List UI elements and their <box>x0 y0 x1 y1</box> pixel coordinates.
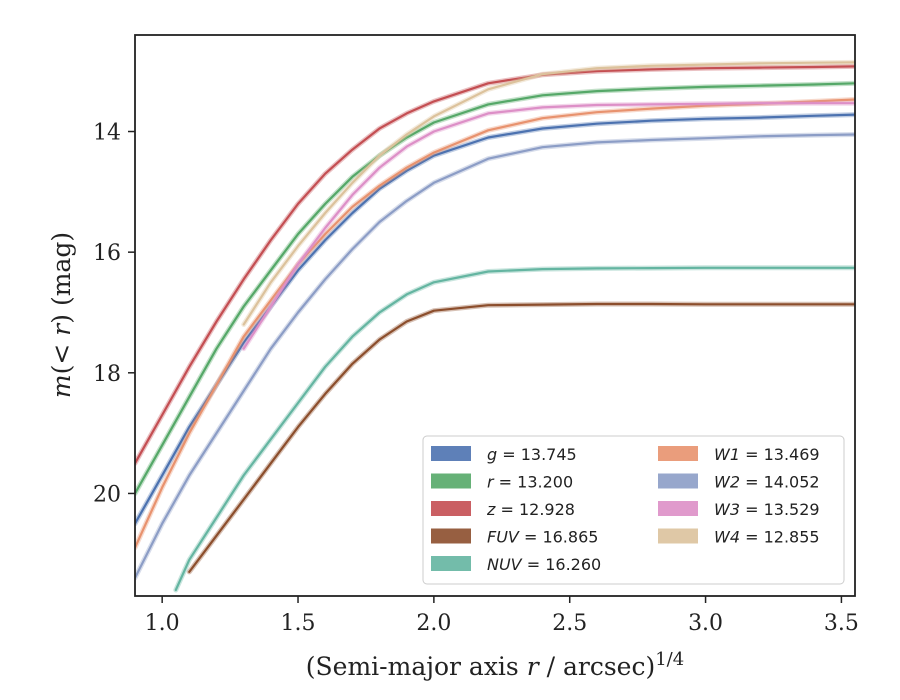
x-tick-label: 2.5 <box>552 611 587 636</box>
legend-swatch-g <box>431 446 471 461</box>
legend: g = 13.745 r = 13.200 z = 12.928 FUV = 16.8… <box>422 435 845 585</box>
y-tick-label: 18 <box>93 362 121 387</box>
legend-swatch-fuv <box>431 528 471 544</box>
x-tick-label: 1.5 <box>281 611 316 636</box>
series-line-nuv <box>174 266 855 592</box>
series-line-w2 <box>135 133 855 580</box>
legend-swatch-r <box>431 473 471 489</box>
series-line-r <box>135 82 855 495</box>
x-tick-label: 1.0 <box>145 611 180 636</box>
x-tick-label: 3.5 <box>824 611 859 636</box>
series-line-fuv <box>188 302 855 574</box>
series-line-z <box>135 65 855 465</box>
curves-layer <box>135 59 855 593</box>
x-tick-label: 3.0 <box>688 611 723 636</box>
legend-label-w4: W4 = 12.855 <box>714 528 820 547</box>
series-band-z <box>135 63 855 466</box>
legend-label-w3: W3 = 13.529 <box>714 500 820 519</box>
y-tick-label: 16 <box>93 241 121 266</box>
y-tick-label: 14 <box>93 121 121 146</box>
legend-label-nuv: NUV = 16.260 <box>487 555 601 574</box>
legend-swatch-w4 <box>658 528 698 544</box>
series-line-w4 <box>242 61 855 326</box>
series-line-w3 <box>242 102 855 350</box>
legend-swatch-nuv <box>431 556 471 571</box>
legend-label-w1: W1 = 13.469 <box>714 445 820 464</box>
legend-label-z: z = 12.928 <box>486 500 575 519</box>
series-line-w1 <box>135 98 855 549</box>
legend-swatch-w2 <box>658 473 698 489</box>
y-axis-label: m(< r) (mag) <box>47 232 76 398</box>
y-tick-label: 20 <box>93 482 121 507</box>
legend-label-fuv: FUV = 16.865 <box>487 528 598 547</box>
legend-swatch-z <box>431 501 471 516</box>
legend-items: g = 13.745 r = 13.200 z = 12.928 FUV = 16.8… <box>431 445 820 574</box>
x-axis-label: (Semi-major axis r / arcsec)1/4 <box>306 649 684 681</box>
x-tick-label: 2.0 <box>416 611 451 636</box>
legend-label-w2: W2 = 14.052 <box>714 473 820 492</box>
legend-swatch-w1 <box>658 446 698 461</box>
legend-swatch-w3 <box>658 501 698 516</box>
series-band-r <box>135 80 855 496</box>
ticks-layer: 1.0 1.5 2.0 2.5 3.0 3.5 14 16 18 20 <box>93 121 859 636</box>
legend-label-r: r = 13.200 <box>487 473 573 492</box>
plot-frame <box>134 34 856 597</box>
legend-label-g: g = 13.745 <box>487 445 577 464</box>
legend-box <box>422 435 845 585</box>
